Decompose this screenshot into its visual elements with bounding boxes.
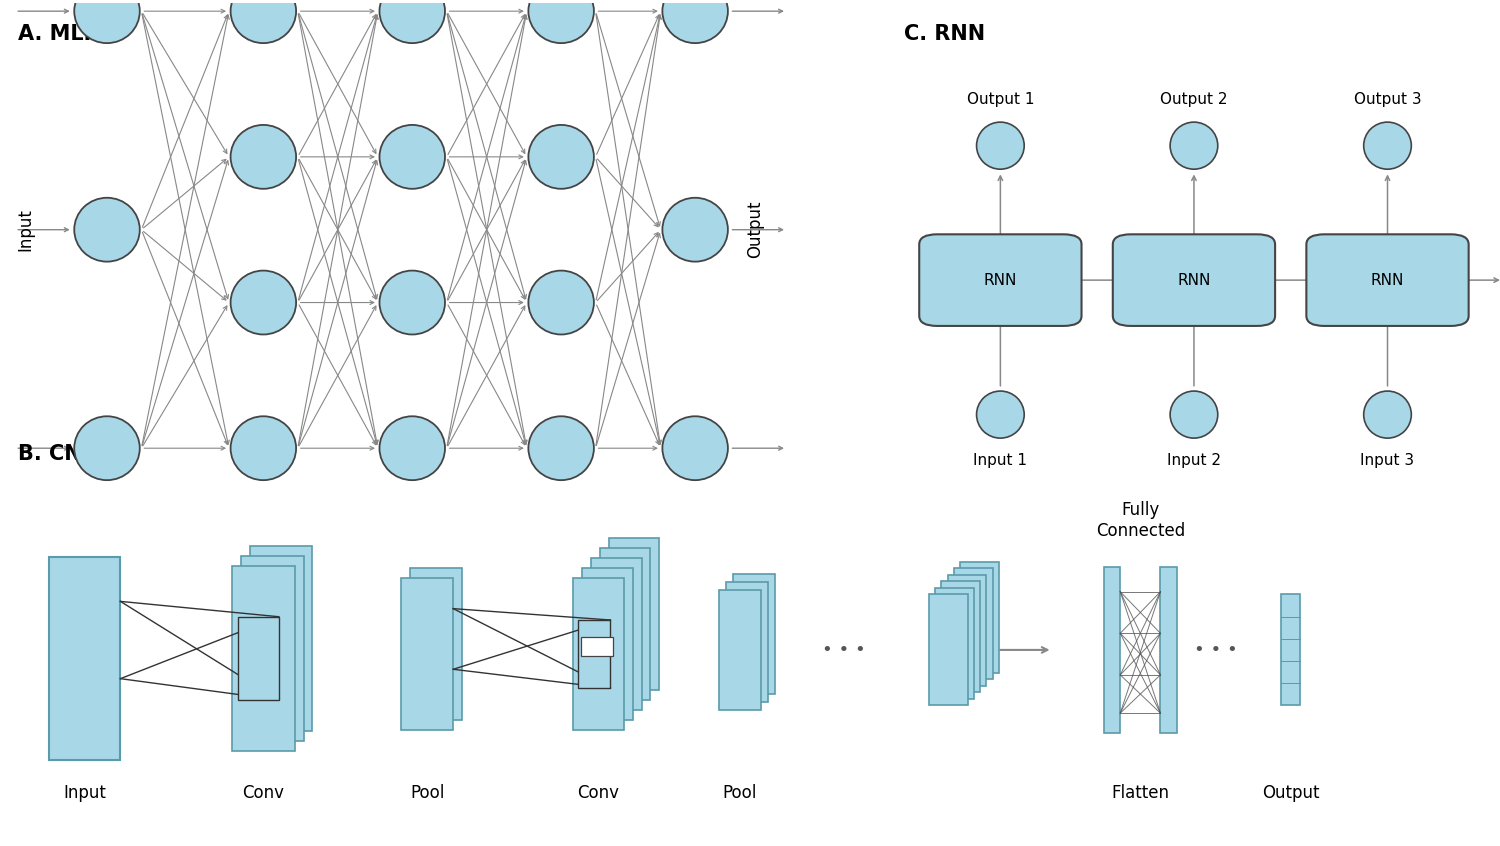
Text: Conv: Conv bbox=[243, 784, 285, 802]
Bar bbox=[251, 546, 312, 731]
Text: Flatten: Flatten bbox=[1112, 784, 1170, 802]
Ellipse shape bbox=[976, 122, 1024, 169]
Ellipse shape bbox=[1364, 122, 1411, 169]
Text: Input 2: Input 2 bbox=[1167, 453, 1221, 468]
FancyBboxPatch shape bbox=[1306, 234, 1468, 326]
Ellipse shape bbox=[231, 0, 296, 43]
Bar bbox=[954, 569, 993, 679]
Ellipse shape bbox=[380, 125, 446, 189]
Text: Input: Input bbox=[16, 208, 34, 251]
Bar bbox=[1104, 567, 1120, 733]
Text: Output 3: Output 3 bbox=[1353, 92, 1422, 107]
Ellipse shape bbox=[380, 0, 446, 43]
Ellipse shape bbox=[663, 0, 728, 43]
Ellipse shape bbox=[74, 0, 140, 43]
Text: Pool: Pool bbox=[723, 784, 758, 802]
Text: •
•
•: • • • bbox=[1110, 677, 1114, 706]
Bar bbox=[948, 574, 987, 686]
Bar bbox=[726, 582, 768, 702]
Text: RNN: RNN bbox=[984, 272, 1017, 288]
Text: • • •: • • • bbox=[822, 641, 866, 659]
Text: Conv: Conv bbox=[578, 784, 620, 802]
Ellipse shape bbox=[976, 391, 1024, 438]
Text: Input 3: Input 3 bbox=[1360, 453, 1414, 468]
Ellipse shape bbox=[663, 416, 728, 481]
Text: Output: Output bbox=[746, 201, 764, 258]
Bar bbox=[960, 562, 999, 673]
Bar bbox=[578, 620, 610, 689]
Bar bbox=[609, 538, 660, 689]
Bar bbox=[734, 574, 776, 694]
Bar bbox=[50, 557, 120, 760]
Ellipse shape bbox=[1170, 391, 1218, 438]
Ellipse shape bbox=[528, 416, 594, 481]
Text: Fully
Connected: Fully Connected bbox=[1095, 501, 1185, 540]
Text: Input 1: Input 1 bbox=[974, 453, 1028, 468]
Bar bbox=[934, 588, 974, 699]
Text: B. CNN: B. CNN bbox=[18, 444, 99, 464]
Text: RNN: RNN bbox=[1371, 272, 1404, 288]
Ellipse shape bbox=[528, 125, 594, 189]
FancyBboxPatch shape bbox=[1113, 234, 1275, 326]
Ellipse shape bbox=[231, 125, 296, 189]
Bar bbox=[942, 581, 980, 692]
Ellipse shape bbox=[1364, 391, 1411, 438]
Ellipse shape bbox=[528, 271, 594, 334]
Text: Pool: Pool bbox=[410, 784, 444, 802]
Ellipse shape bbox=[380, 416, 446, 481]
Ellipse shape bbox=[380, 271, 446, 334]
Bar bbox=[928, 595, 968, 706]
Bar bbox=[410, 569, 462, 720]
Text: Input: Input bbox=[63, 784, 106, 802]
Ellipse shape bbox=[528, 0, 594, 43]
Bar bbox=[591, 558, 642, 710]
Ellipse shape bbox=[663, 198, 728, 261]
Text: A. MLP: A. MLP bbox=[18, 24, 99, 44]
Text: Output 1: Output 1 bbox=[966, 92, 1034, 107]
Bar bbox=[1161, 567, 1178, 733]
Bar bbox=[580, 637, 614, 656]
Bar bbox=[718, 590, 760, 710]
Text: • • •: • • • bbox=[1194, 641, 1237, 659]
Ellipse shape bbox=[231, 416, 296, 481]
Ellipse shape bbox=[231, 271, 296, 334]
Bar bbox=[573, 579, 624, 730]
Text: Output: Output bbox=[1262, 784, 1320, 802]
Text: C. RNN: C. RNN bbox=[903, 24, 984, 44]
Bar bbox=[400, 579, 453, 730]
Text: RNN: RNN bbox=[1178, 272, 1210, 288]
Bar bbox=[582, 569, 633, 720]
Ellipse shape bbox=[74, 416, 140, 481]
Text: •
•
•: • • • bbox=[1166, 677, 1172, 706]
Bar bbox=[242, 556, 303, 741]
Ellipse shape bbox=[74, 198, 140, 261]
FancyBboxPatch shape bbox=[920, 234, 1082, 326]
Text: Output 2: Output 2 bbox=[1160, 92, 1227, 107]
Bar bbox=[1281, 595, 1300, 706]
Bar bbox=[232, 566, 294, 750]
Bar bbox=[238, 617, 279, 700]
Bar bbox=[600, 548, 651, 700]
Ellipse shape bbox=[1170, 122, 1218, 169]
